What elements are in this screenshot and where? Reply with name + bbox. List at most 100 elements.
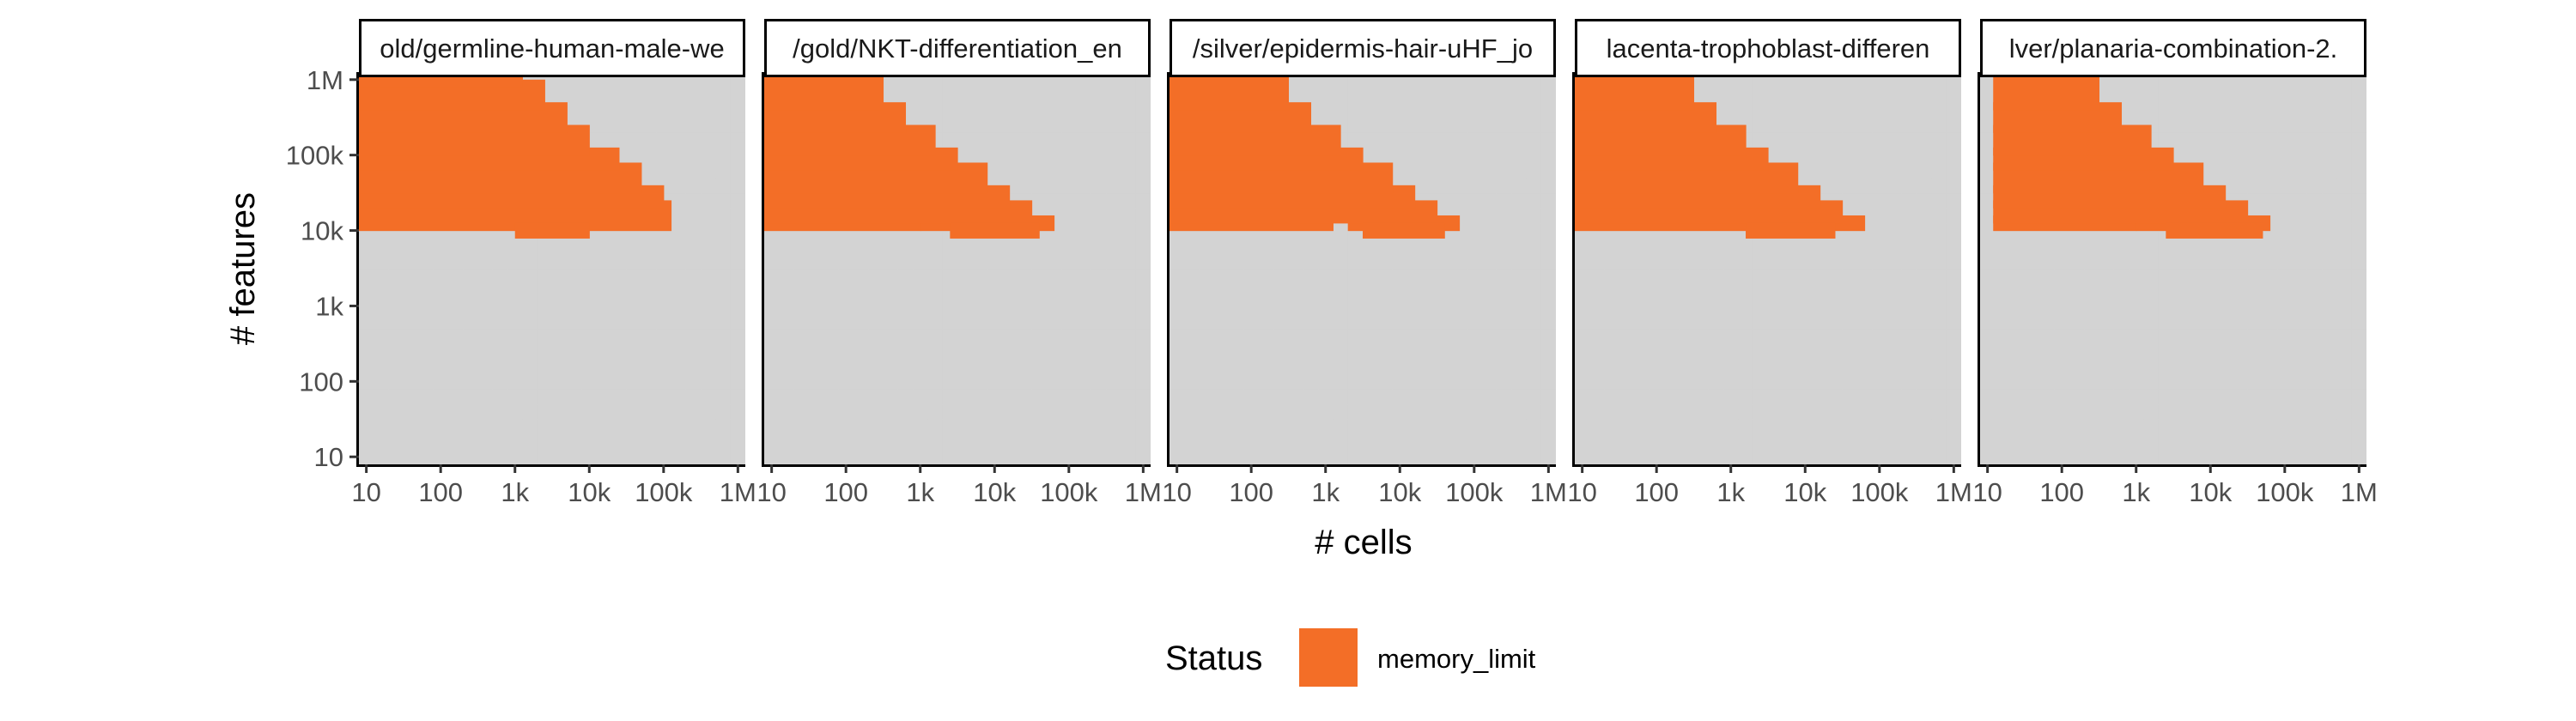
heatmap-cell — [1540, 389, 1556, 405]
heatmap-cell — [374, 283, 390, 300]
heatmap-cell — [1901, 132, 1917, 148]
heatmap-cell — [1738, 238, 1754, 254]
heatmap-cell — [853, 313, 869, 330]
heatmap-cell — [1738, 373, 1754, 390]
heatmap-cell — [1783, 268, 1799, 284]
heatmap-cell — [1076, 208, 1092, 224]
heatmap-cell — [1170, 238, 1185, 254]
heatmap-cell — [764, 358, 780, 375]
heatmap-cell — [1738, 283, 1754, 300]
heatmap-cell — [1347, 419, 1364, 435]
heatmap-cell — [1392, 343, 1408, 360]
heatmap-cell — [913, 358, 928, 375]
heatmap-cell — [1243, 313, 1260, 330]
heatmap-cell — [1243, 433, 1260, 451]
heatmap-cell — [764, 419, 780, 435]
heatmap-cell — [913, 419, 928, 435]
heatmap-cell — [1061, 403, 1078, 420]
heatmap-cell — [1377, 343, 1394, 360]
heatmap-cell — [1061, 419, 1078, 435]
heatmap-cell — [2306, 328, 2323, 344]
heatmap-cell — [1213, 389, 1230, 405]
heatmap-cell — [1017, 389, 1033, 405]
heatmap-cell — [838, 283, 854, 300]
heatmap-cell — [701, 87, 716, 103]
heatmap-cell — [463, 358, 479, 375]
heatmap-cell — [2054, 328, 2070, 344]
heatmap-cell — [418, 449, 434, 464]
heatmap-cell — [1827, 298, 1844, 314]
heatmap-cell — [1406, 313, 1423, 330]
heatmap-cell — [2306, 117, 2323, 133]
heatmap-cell — [1406, 252, 1423, 270]
heatmap-cell — [2247, 87, 2263, 103]
heatmap-cell — [2202, 419, 2219, 435]
heatmap-cell — [1946, 358, 1961, 375]
heatmap-cell — [1663, 252, 1680, 270]
heatmap-cell — [626, 132, 642, 148]
heatmap-cell — [507, 313, 523, 330]
heatmap-cell — [1649, 268, 1665, 284]
heatmap-cell — [581, 283, 598, 300]
heatmap-cell — [1827, 419, 1844, 435]
heatmap-cell — [1017, 117, 1033, 133]
heatmap-cell — [2351, 283, 2366, 300]
heatmap-cell — [1842, 389, 1858, 405]
heatmap-cell — [2233, 373, 2249, 390]
heatmap-cell — [1467, 449, 1483, 464]
heatmap-cell — [1872, 192, 1888, 209]
heatmap-cell — [2158, 313, 2174, 330]
heatmap-cell — [764, 373, 780, 390]
heatmap-cell — [1526, 449, 1542, 464]
heatmap-cell — [730, 268, 745, 284]
heatmap-cell — [1708, 433, 1724, 451]
heatmap-cell — [883, 449, 899, 464]
heatmap-cell — [1768, 358, 1783, 375]
heatmap-cell — [2202, 313, 2219, 330]
heatmap-cell — [1392, 433, 1408, 451]
heatmap-cell — [1540, 117, 1556, 133]
heatmap-cell — [374, 389, 390, 405]
heatmap-cell — [1106, 433, 1121, 451]
heatmap-cell — [2129, 328, 2144, 344]
heatmap-cell — [1931, 252, 1947, 270]
heatmap-cell — [1753, 102, 1769, 118]
heatmap-cell — [1931, 298, 1947, 314]
heatmap-cell — [1451, 449, 1467, 464]
heatmap-cell — [1901, 419, 1917, 435]
heatmap-cell — [1589, 373, 1606, 390]
heatmap-cell — [1738, 328, 1754, 344]
heatmap-cell — [685, 238, 702, 254]
heatmap-cell — [1135, 208, 1151, 224]
heatmap-cell — [611, 298, 628, 314]
heatmap-cell — [1288, 389, 1304, 405]
heatmap-cell — [1046, 298, 1062, 314]
heatmap-cell — [2322, 373, 2337, 390]
heatmap-cell — [2217, 433, 2233, 451]
heatmap-cell — [1437, 238, 1453, 254]
heatmap-cell — [671, 87, 687, 103]
heatmap-cell — [2188, 87, 2204, 103]
heatmap-cell — [1679, 268, 1695, 284]
heatmap-cell — [552, 328, 568, 344]
heatmap-cell — [1031, 313, 1048, 330]
memory-limit-cell — [1363, 222, 1445, 239]
heatmap-cell — [2143, 373, 2160, 390]
heatmap-cell — [537, 298, 553, 314]
heatmap-cell — [730, 389, 745, 405]
heatmap-cell — [1708, 238, 1724, 254]
heatmap-cell — [1511, 449, 1527, 464]
heatmap-cell — [537, 403, 553, 420]
heatmap-cell — [685, 373, 702, 390]
heatmap-cell — [2336, 373, 2353, 390]
heatmap-cell — [1076, 403, 1092, 420]
heatmap-cell — [1872, 328, 1888, 344]
heatmap-cell — [1184, 403, 1200, 420]
heatmap-cell — [2113, 283, 2129, 300]
heatmap-cell — [715, 208, 732, 224]
heatmap-cell — [1812, 373, 1828, 390]
heatmap-cell — [2009, 238, 2026, 254]
heatmap-cell — [2113, 252, 2129, 270]
heatmap-cell — [730, 192, 745, 209]
heatmap-cell — [1995, 358, 2011, 375]
